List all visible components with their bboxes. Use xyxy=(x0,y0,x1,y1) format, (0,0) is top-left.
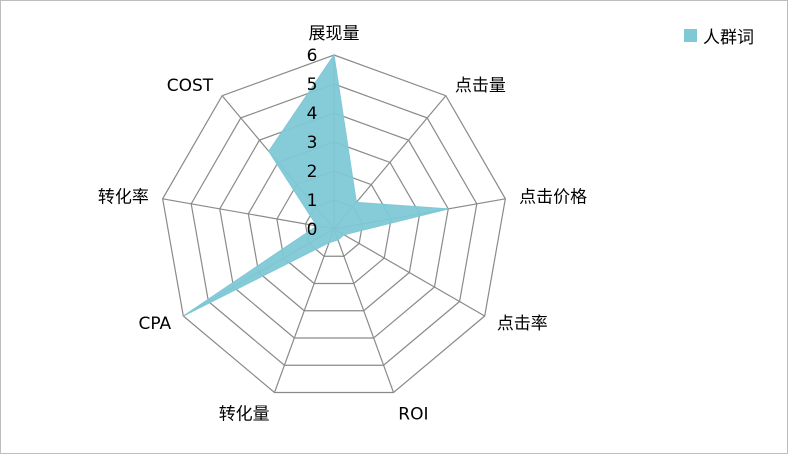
tick-label: 6 xyxy=(307,46,318,66)
tick-label: 4 xyxy=(307,104,318,124)
legend-swatch xyxy=(684,29,697,42)
axis-label: 点击量 xyxy=(455,76,506,96)
grid-ring xyxy=(162,54,506,394)
axis-label: ROI xyxy=(398,405,428,425)
legend: 人群词 xyxy=(684,23,754,48)
axis-label: 展现量 xyxy=(309,24,360,44)
axis-spoke xyxy=(333,228,395,393)
axis-label: 转化量 xyxy=(219,405,270,425)
tick-label: 5 xyxy=(307,75,318,95)
radar-grid xyxy=(162,54,506,394)
legend-label: 人群词 xyxy=(703,28,754,48)
axis-spoke xyxy=(273,228,335,393)
axis-label: 点击率 xyxy=(497,314,548,334)
axis-spoke xyxy=(162,198,335,230)
tick-labels: 0 1 2 3 4 5 6 xyxy=(307,46,318,240)
grid-ring xyxy=(219,112,449,339)
tick-label: 0 xyxy=(307,220,318,240)
tick-label: 1 xyxy=(307,191,318,211)
axis-label: 转化率 xyxy=(98,187,149,207)
axis-label: CPA xyxy=(139,314,172,334)
tick-label: 3 xyxy=(307,133,318,153)
grid-ring xyxy=(276,170,392,285)
tick-label: 2 xyxy=(307,162,318,182)
grid-ring xyxy=(247,141,421,312)
axis-label: 点击价格 xyxy=(519,187,587,207)
radar-series xyxy=(183,53,449,317)
grid-ring xyxy=(190,83,478,366)
axis-label: COST xyxy=(167,76,214,96)
series-area xyxy=(183,53,449,317)
axis-spoke xyxy=(333,228,485,317)
